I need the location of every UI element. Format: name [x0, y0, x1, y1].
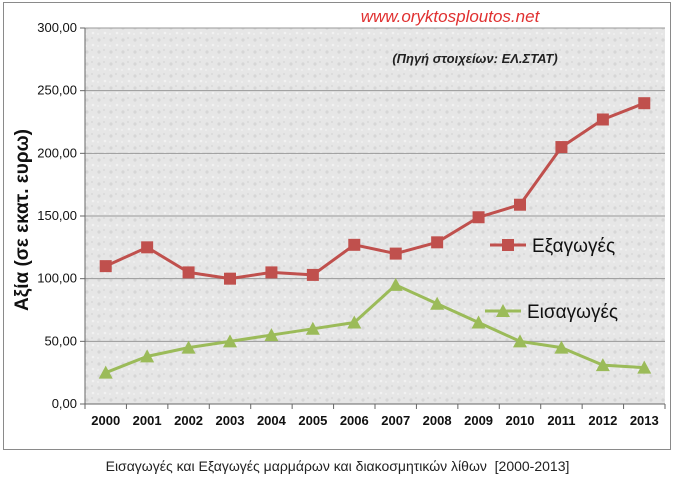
data-point-imports	[181, 340, 196, 354]
y-tick-label: 150,00	[37, 208, 77, 223]
gridlines	[85, 27, 665, 405]
x-tick-label: 2002	[174, 413, 203, 428]
legend-marker	[502, 239, 514, 251]
series-line-imports	[105, 283, 645, 375]
data-point-exports	[514, 198, 526, 211]
data-point-imports	[140, 349, 155, 363]
data-point-exports	[348, 238, 361, 251]
legend: Εξαγωγές Εισαγωγές	[485, 236, 618, 323]
y-axis-label: Αξία (σε εκατ. ευρω)	[12, 129, 33, 311]
data-point-imports	[471, 315, 486, 329]
data-point-exports	[99, 260, 112, 273]
data-point-exports	[596, 113, 609, 126]
x-tick-label: 2000	[91, 413, 120, 428]
data-point-exports	[472, 211, 485, 224]
data-point-exports	[638, 97, 651, 110]
data-point-imports	[595, 358, 610, 372]
x-tick-label: 2013	[630, 413, 659, 428]
data-point-imports	[388, 277, 403, 291]
data-point-imports	[264, 328, 279, 342]
series-imports	[98, 277, 652, 379]
y-tick-label: 250,00	[37, 83, 77, 98]
y-tick-label: 0,00	[52, 396, 77, 411]
data-point-exports	[389, 247, 402, 260]
legend-marker	[496, 304, 510, 317]
data-point-imports	[554, 340, 569, 354]
x-tick-label: 2012	[588, 413, 617, 428]
data-point-imports	[98, 365, 113, 379]
legend-entry-exports: Εξαγωγές	[490, 236, 615, 257]
data-point-imports	[513, 334, 527, 348]
data-point-imports	[430, 296, 445, 310]
series-exports	[99, 97, 651, 285]
data-point-exports	[182, 266, 195, 279]
line-chart: 0,0050,00100,00150,00200,00250,00300,00 …	[12, 7, 666, 428]
data-point-imports	[637, 360, 652, 374]
x-tick-label: 2009	[464, 413, 493, 428]
data-point-imports	[223, 334, 237, 348]
x-tick-label: 2003	[216, 413, 245, 428]
x-tick-label: 2010	[506, 413, 535, 428]
y-axis-ticks: 0,00 50,00 100,00 150,00 200,00 250,00 300,00	[37, 20, 665, 411]
series-line-exports	[105, 101, 645, 281]
x-tick-label: 2001	[133, 413, 162, 428]
y-tick-label: 50,00	[44, 333, 77, 348]
y-tick-label: 100,00	[37, 271, 77, 286]
data-point-imports	[305, 321, 320, 335]
data-point-exports	[555, 141, 568, 154]
data-point-imports	[347, 315, 362, 329]
watermark-text: www.oryktosploutos.net	[361, 7, 541, 26]
y-tick-label: 200,00	[37, 145, 77, 160]
x-axis-ticks: 2000 2001 2002 2003 2004 2005 2006 2007 2008 2009…	[84, 404, 666, 428]
x-tick-label: 2011	[547, 413, 575, 428]
legend-label: Εισαγωγές	[527, 302, 618, 323]
data-point-exports	[431, 236, 444, 249]
data-point-exports	[265, 266, 278, 279]
x-tick-label: 2005	[298, 413, 327, 428]
legend-entry-imports: Εισαγωγές	[485, 302, 618, 323]
x-tick-label: 2004	[257, 413, 287, 428]
figure-caption: Εισαγωγές και Εξαγωγές μαρμάρων και διακ…	[105, 458, 570, 474]
legend-label: Εξαγωγές	[532, 236, 615, 257]
x-tick-label: 2007	[381, 413, 410, 428]
x-tick-label: 2006	[340, 413, 369, 428]
data-point-exports	[224, 272, 236, 285]
data-point-exports	[306, 268, 319, 281]
series-layer	[98, 97, 652, 379]
source-note: (Πηγή στοιχείων: ΕΛ.ΣΤΑΤ)	[392, 51, 557, 66]
data-point-exports	[141, 241, 154, 254]
x-tick-label: 2008	[423, 413, 452, 428]
y-tick-label: 300,00	[37, 20, 77, 35]
